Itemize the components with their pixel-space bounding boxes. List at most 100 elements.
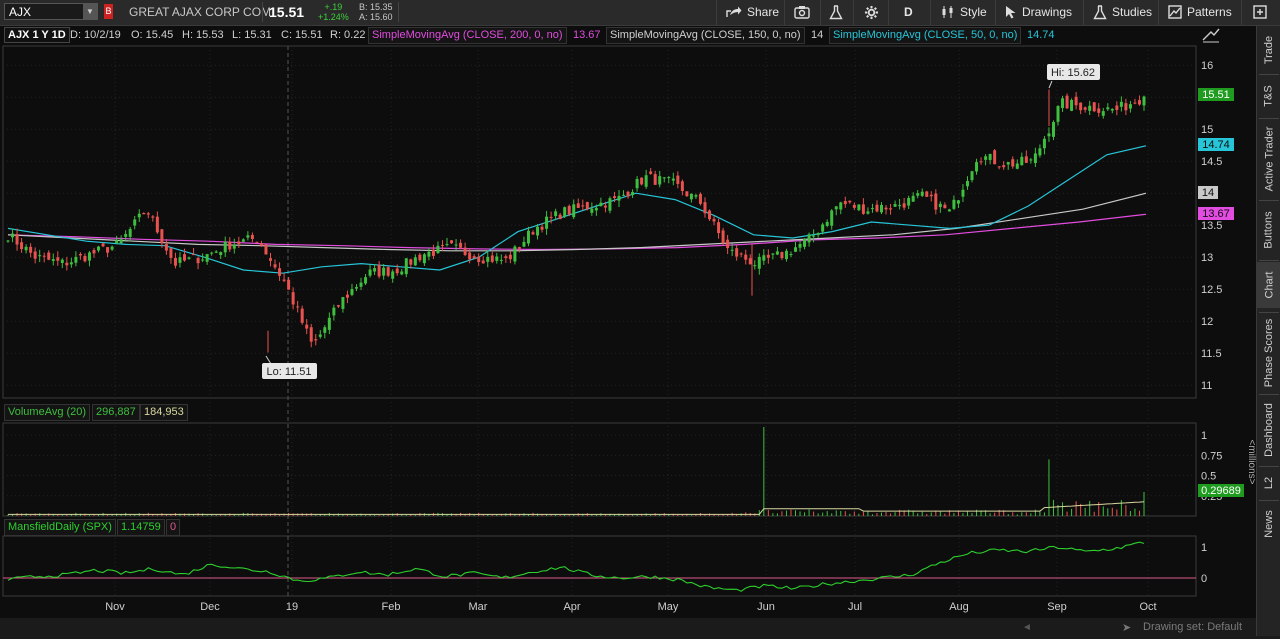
last-price-badge-label: 15.51	[1202, 89, 1230, 101]
candle-body	[1002, 165, 1006, 168]
chart-title[interactable]: AJX 1 Y 1D	[4, 27, 70, 43]
time-tick-label: Jul	[848, 601, 862, 613]
symbol-input[interactable]: AJX ▼	[4, 3, 98, 20]
tab-label: Dashboard	[1263, 403, 1276, 457]
candle-body	[97, 246, 101, 251]
divider	[262, 2, 263, 22]
share-button[interactable]: Share	[726, 3, 779, 21]
candle-body	[386, 267, 390, 276]
candle-body	[1106, 107, 1110, 110]
candle-body	[214, 251, 218, 253]
patterns-menu[interactable]: Patterns	[1168, 3, 1232, 21]
chart-axes: 1111.51212.51313.51414.51515.516NovDec19…	[105, 60, 1222, 613]
price-chart[interactable]: 1111.51212.51313.51414.51515.516NovDec19…	[0, 26, 1257, 636]
ohlc-range: R: 0.22	[330, 29, 366, 41]
tab-buttons[interactable]: Buttons	[1257, 204, 1280, 256]
candle-body	[1110, 108, 1114, 111]
drawings-menu[interactable]: Drawings	[1005, 3, 1072, 21]
scroll-left-icon[interactable]: ◄	[1022, 622, 1032, 633]
flask-button[interactable]	[829, 3, 843, 21]
right-sidebar: Trade T&S Active Trader Buttons Chart Ph…	[1256, 26, 1280, 636]
tab-active-trader[interactable]: Active Trader	[1257, 122, 1280, 196]
low-callout-label: Lo: 11.51	[266, 366, 311, 378]
volume-tick-label: 1	[1201, 430, 1207, 442]
aggregation-button[interactable]: D	[904, 5, 913, 19]
candle-body	[83, 255, 87, 262]
settings-button[interactable]	[864, 3, 879, 21]
trend-icon[interactable]	[1202, 28, 1220, 41]
style-menu[interactable]: Style	[941, 3, 987, 21]
divider	[1241, 0, 1242, 25]
candle-body	[1128, 104, 1132, 109]
candle-body	[938, 203, 942, 208]
volume-study-label[interactable]: VolumeAvg (20)	[4, 404, 91, 421]
candle-body	[78, 254, 82, 256]
candle-body	[1024, 156, 1028, 163]
candle-body	[400, 271, 404, 275]
candle-body	[241, 239, 245, 242]
candle-body	[1070, 99, 1074, 111]
drawings-label: Drawings	[1022, 5, 1073, 19]
sma150-value: 14	[811, 29, 824, 41]
high-callout-leader	[1048, 80, 1053, 89]
candle-body	[744, 254, 748, 260]
candle-body	[42, 255, 46, 257]
candle-body	[889, 208, 893, 210]
chevron-down-icon[interactable]: ▼	[83, 4, 97, 19]
candle-body	[336, 305, 340, 307]
tab-chart[interactable]: Chart	[1257, 262, 1280, 308]
candle-body	[296, 306, 300, 308]
candle-body	[576, 203, 580, 208]
candle-body	[866, 211, 870, 214]
mansfield-study-label[interactable]: MansfieldDaily (SPX)	[4, 519, 116, 536]
company-name: GREAT AJAX CORP COM	[129, 5, 272, 19]
candle-body	[676, 175, 680, 184]
ohlc-low: L: 15.31	[232, 29, 272, 41]
sma50-value: 14.74	[1027, 29, 1055, 41]
candle-body	[594, 207, 598, 211]
candle-body	[196, 258, 200, 264]
candle-body	[92, 249, 96, 254]
mansfield-line	[7, 541, 1145, 592]
candle-body	[1065, 95, 1069, 109]
last-price: 15.51	[269, 4, 305, 20]
expand-button[interactable]	[1253, 3, 1267, 21]
price-tick-label: 11.5	[1201, 348, 1222, 360]
candle-body	[508, 254, 512, 260]
candle-body	[38, 255, 42, 257]
tab-level2[interactable]: L2	[1257, 470, 1280, 496]
volume-bars	[7, 427, 1145, 516]
tab-label: Active Trader	[1263, 126, 1275, 192]
candle-body	[644, 175, 648, 187]
candle-body	[377, 264, 381, 277]
studies-menu[interactable]: Studies	[1093, 3, 1152, 21]
candle-body	[748, 258, 752, 265]
candle-body	[431, 249, 435, 256]
candle-body	[1119, 101, 1123, 107]
candle-body	[173, 257, 177, 266]
candle-body	[1056, 106, 1060, 122]
tab-trade[interactable]: Trade	[1257, 30, 1280, 70]
tab-time-and-sales[interactable]: T&S	[1257, 78, 1280, 114]
candle-body	[789, 254, 793, 256]
candle-body	[1124, 103, 1128, 111]
cursor-icon[interactable]: ➤	[1122, 622, 1131, 634]
sma150-study-label[interactable]: SimpleMovingAvg (CLOSE, 150, 0, no)	[606, 27, 805, 44]
tab-dashboard[interactable]: Dashboard	[1257, 398, 1280, 462]
sma50-study-label[interactable]: SimpleMovingAvg (CLOSE, 50, 0, no)	[829, 27, 1022, 44]
chart-area[interactable]: 1111.51212.51313.51414.51515.516NovDec19…	[0, 26, 1257, 636]
time-tick-label: Apr	[563, 601, 580, 613]
candle-body	[717, 222, 721, 234]
candle-body	[961, 189, 965, 197]
snapshot-button[interactable]	[794, 3, 810, 21]
divider	[716, 0, 717, 25]
candle-body	[350, 289, 354, 295]
candle-body	[1051, 122, 1055, 137]
tab-phase-scores[interactable]: Phase Scores	[1257, 316, 1280, 390]
tab-news[interactable]: News	[1257, 504, 1280, 544]
flask-icon	[829, 4, 843, 19]
candle-body	[1079, 102, 1083, 111]
sma200-study-label[interactable]: SimpleMovingAvg (CLOSE, 200, 0, no)	[368, 27, 567, 44]
candle-body	[155, 216, 159, 233]
price-tick-label: 14.5	[1201, 156, 1222, 168]
